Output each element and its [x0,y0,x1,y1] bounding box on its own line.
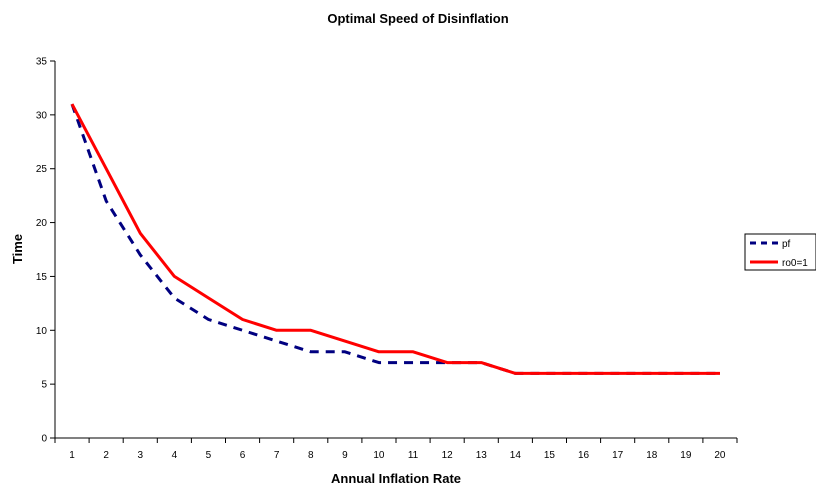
x-tick-label: 16 [578,450,590,461]
x-tick-label: 12 [442,450,454,461]
legend: pf ro0=1 [744,233,816,271]
legend-label-ro0: ro0=1 [782,258,808,269]
y-tick-label: 15 [36,272,48,283]
y-tick-label: 20 [36,218,48,229]
y-tick-label: 30 [36,110,48,121]
series-line-ro0 [70,103,720,375]
x-tick-label: 7 [274,450,280,461]
x-tick-label: 14 [510,450,522,461]
x-tick-label: 6 [240,450,246,461]
x-tick-label: 8 [308,450,314,461]
x-tick-label: 10 [373,450,385,461]
y-tick-label: 5 [41,380,47,391]
series-line-pf [70,103,720,375]
legend-label-pf: pf [782,239,791,250]
x-tick-label: 20 [714,450,726,461]
y-tick-label: 25 [36,164,48,175]
x-tick-label: 11 [408,450,419,461]
x-tick-label: 2 [103,450,109,461]
y-tick-label: 0 [41,434,47,445]
x-tick-label: 13 [476,450,488,461]
x-tick-label: 9 [342,450,348,461]
x-tick-label: 15 [544,450,556,461]
x-tick-label: 17 [612,450,624,461]
x-tick-label: 1 [69,450,75,461]
y-axis-label: Time [10,234,25,264]
x-tick-label: 3 [137,450,143,461]
series-lines [70,103,720,375]
x-tick-label: 4 [172,450,178,461]
chart-title: Optimal Speed of Disinflation [327,11,508,26]
y-tick-label: 35 [36,57,48,68]
x-tick-label: 18 [646,450,658,461]
x-axis-label: Annual Inflation Rate [331,471,461,484]
x-tick-label: 5 [206,450,212,461]
y-tick-label: 10 [36,326,48,337]
x-tick-label: 19 [680,450,692,461]
legend-box [744,233,816,271]
